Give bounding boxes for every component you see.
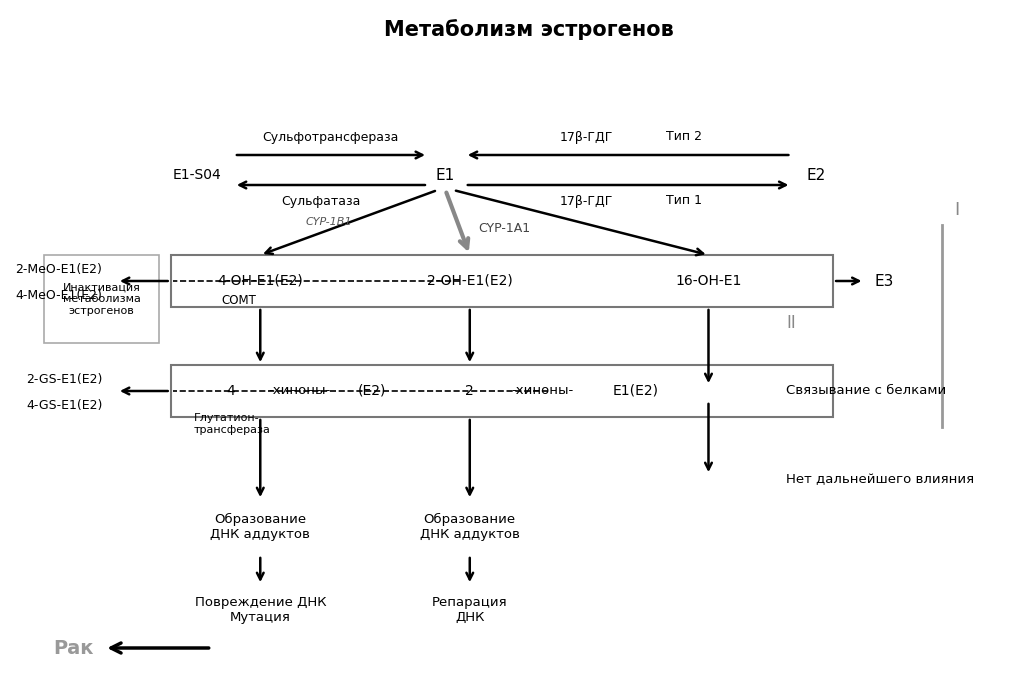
Text: 17β-ГДГ: 17β-ГДГ (560, 130, 613, 143)
Text: I: I (954, 201, 959, 219)
Text: 4-ОН-E1(E2): 4-ОН-E1(E2) (218, 274, 303, 288)
Bar (171, 255, 833, 307)
Text: Рак: Рак (53, 639, 94, 657)
Text: E1-S04: E1-S04 (172, 168, 222, 182)
Text: 17β-ГДГ: 17β-ГДГ (560, 195, 613, 207)
Text: Образование
ДНК аддуктов: Образование ДНК аддуктов (420, 513, 520, 541)
Text: 4-GS-E1(E2): 4-GS-E1(E2) (26, 399, 102, 412)
Text: E1(E2): E1(E2) (612, 384, 659, 398)
Text: -хиноны-: -хиноны- (268, 384, 330, 397)
Text: E1: E1 (436, 167, 455, 182)
Text: Тип 1: Тип 1 (666, 195, 702, 207)
Text: 2-GS-E1(E2): 2-GS-E1(E2) (26, 372, 102, 386)
Text: -хиноны-: -хиноны- (511, 384, 574, 397)
Text: Нет дальнейшего влияния: Нет дальнейшего влияния (787, 473, 974, 486)
Text: II: II (787, 314, 796, 332)
Text: 16-ОН-E1: 16-ОН-E1 (675, 274, 741, 288)
Text: Инактивация
метаболизма
эстрогенов: Инактивация метаболизма эстрогенов (63, 283, 140, 316)
Text: Метаболизм эстрогенов: Метаболизм эстрогенов (384, 19, 673, 40)
Text: Повреждение ДНК
Мутация: Повреждение ДНК Мутация (195, 596, 326, 624)
Text: Сульфатаза: Сульфатаза (281, 195, 361, 207)
Text: СОМТ: СОМТ (222, 294, 256, 307)
Text: 2-MeO-E1(E2): 2-MeO-E1(E2) (15, 263, 102, 276)
Text: E3: E3 (874, 274, 894, 289)
Text: 2-ОН-E1(E2): 2-ОН-E1(E2) (427, 274, 512, 288)
Bar (44, 255, 159, 343)
Text: Связывание с белками: Связывание с белками (787, 384, 946, 397)
Text: 4: 4 (227, 384, 235, 398)
Text: E2: E2 (806, 167, 825, 182)
Text: (E2): (E2) (358, 384, 387, 398)
Text: Сульфотрансфераза: Сульфотрансфераза (262, 130, 399, 143)
Bar (171, 365, 833, 417)
Text: 2: 2 (465, 384, 474, 398)
Text: Репарация
ДНК: Репарация ДНК (432, 596, 507, 624)
Text: 4-MeO-E1(E2): 4-MeO-E1(E2) (15, 289, 102, 302)
Text: CYP-1B1: CYP-1B1 (305, 217, 352, 227)
Text: Тип 2: Тип 2 (666, 130, 702, 143)
Text: CYP-1A1: CYP-1A1 (477, 222, 530, 235)
Text: Глутатион-
трансфераза: Глутатион- трансфераза (194, 413, 271, 435)
Text: Образование
ДНК аддуктов: Образование ДНК аддуктов (210, 513, 310, 541)
